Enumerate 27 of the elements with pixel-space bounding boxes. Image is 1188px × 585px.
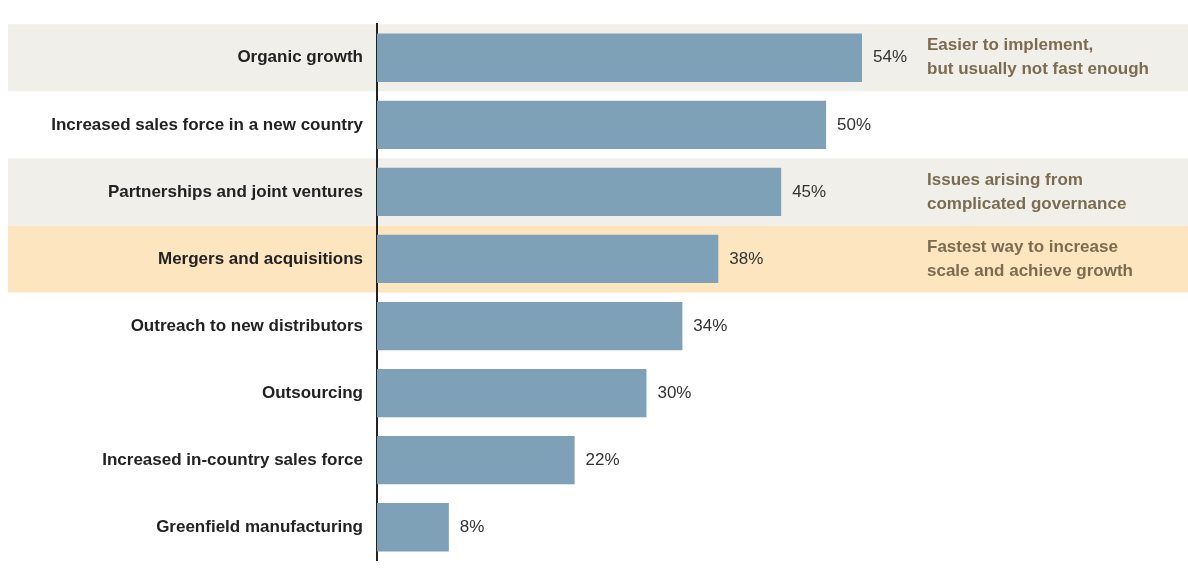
y-tick-label: Outsourcing [261, 382, 363, 402]
y-tick-label: Partnerships and joint ventures [107, 181, 363, 201]
bar [377, 301, 683, 351]
bar [377, 436, 575, 485]
bar [377, 100, 827, 149]
data-label: 54% [873, 47, 908, 67]
bar [377, 33, 862, 82]
bar [377, 503, 449, 552]
data-label: 50% [837, 114, 872, 134]
y-tick-label: Increased sales force in a new country [51, 114, 364, 134]
data-label: 30% [657, 382, 692, 402]
y-tick-label: Mergers and acquisitions [158, 248, 363, 268]
bar [377, 167, 782, 217]
data-label: 38% [729, 248, 764, 268]
band-label: Fastest way to increase scale and achieve growth [927, 236, 1133, 280]
bar [377, 368, 647, 418]
bar [377, 234, 719, 284]
y-tick-label: Increased in-country sales force [102, 449, 363, 469]
band-label: Easier to implement, but usually not fast enough [927, 35, 1149, 79]
band-label: Issues arising from complicated governance [927, 169, 1127, 213]
data-label: 45% [792, 181, 827, 201]
y-tick-label: Organic growth [237, 47, 363, 67]
data-label: 8% [459, 516, 485, 536]
y-tick-label: Outreach to new distributors [130, 315, 363, 335]
y-tick-label: Greenfield manufacturing [156, 516, 363, 536]
data-label: 34% [693, 315, 728, 335]
data-label: 22% [585, 449, 620, 469]
